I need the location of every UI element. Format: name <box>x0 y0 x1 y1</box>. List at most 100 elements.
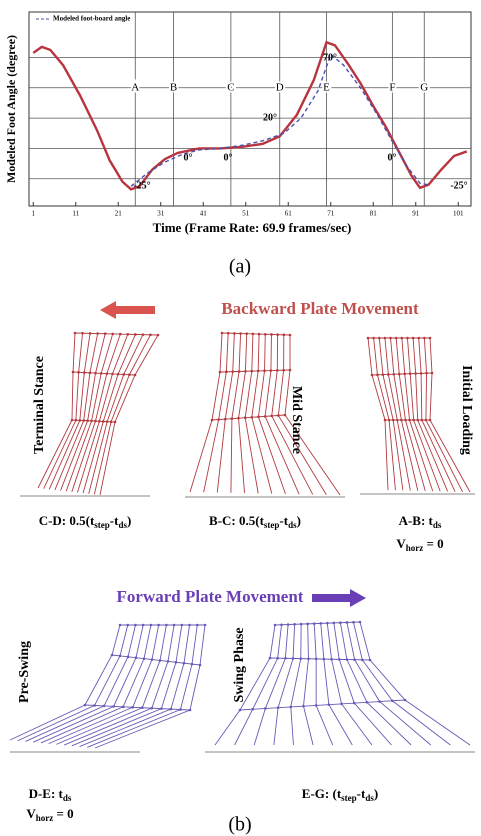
section-title: Backward Plate Movement <box>221 299 419 318</box>
segment-chain <box>245 334 258 493</box>
x-tick-label: 71 <box>327 210 335 218</box>
phase-name: Swing Phase <box>232 627 247 702</box>
segment-chain <box>385 338 410 491</box>
phase-name: Terminal Stance <box>32 356 47 454</box>
x-tick-label: 11 <box>72 210 79 218</box>
x-tick-label: 81 <box>370 210 378 218</box>
text-part: B-C: 0.5(t <box>209 513 265 528</box>
segment-chain <box>254 625 288 745</box>
annotation: 0° <box>388 152 397 163</box>
subscript: step <box>264 520 280 530</box>
segment-chain <box>190 333 222 492</box>
segment-chain <box>353 622 450 745</box>
text-part: = 0 <box>53 806 73 821</box>
event-label: A <box>131 82 139 94</box>
annotation: 0° <box>224 152 233 163</box>
text-part: E-G: (t <box>302 786 342 801</box>
phase-name: Pre-Swing <box>17 641 32 703</box>
text-part: ) <box>127 513 131 528</box>
subscript: ds <box>433 520 442 530</box>
segment-chain <box>368 338 388 490</box>
x-tick-label: 91 <box>412 210 420 218</box>
segment-chain <box>72 334 120 492</box>
phase-timing: C-D: 0.5(tstep-tds) <box>39 513 132 530</box>
phase-name: Initial Loading <box>459 365 474 455</box>
annotation: -25° <box>450 180 467 191</box>
arrow <box>312 589 366 607</box>
text-part: = 0 <box>423 536 443 551</box>
text-part: D-E: t <box>29 786 64 801</box>
segment-chain <box>72 625 182 746</box>
phase-timing: D-E: tds <box>29 786 72 803</box>
segment-chain <box>25 625 135 741</box>
segment-chain <box>94 335 150 495</box>
segment-chain <box>379 338 403 490</box>
link <box>75 333 158 335</box>
segment-chain <box>274 624 295 745</box>
segment-chain <box>252 334 272 494</box>
caption: (b) <box>228 814 251 836</box>
subscript: step <box>341 793 357 803</box>
segment-chain <box>49 625 159 744</box>
segment-chain <box>18 625 128 741</box>
annotation: 70° <box>323 52 337 63</box>
event-label: G <box>420 82 428 94</box>
x-tick-label: 41 <box>200 210 208 218</box>
subscript: ds <box>63 793 72 803</box>
phase-timing: Vhorz = 0 <box>26 806 73 823</box>
link <box>212 415 285 420</box>
event-label: B <box>170 82 177 94</box>
segment-chain <box>100 335 158 495</box>
link <box>222 333 290 335</box>
segment-chain <box>303 624 313 745</box>
text-part: ) <box>374 786 378 801</box>
subscript: horz <box>36 813 54 823</box>
caption: (a) <box>229 256 251 278</box>
text-part: C-D: 0.5(t <box>39 513 95 528</box>
x-axis-label: Time (Frame Rate: 69.9 frames/sec) <box>153 220 352 235</box>
segment-chain <box>419 338 455 492</box>
x-tick-label: 101 <box>453 210 464 218</box>
phase-name: Mid Stance <box>289 386 304 454</box>
plot-frame <box>29 12 471 206</box>
phase-timing: A-B: tds <box>399 513 442 530</box>
event-label: F <box>389 82 395 94</box>
segment-chain <box>64 625 174 745</box>
x-tick-label: 51 <box>242 210 250 218</box>
link <box>73 372 135 375</box>
x-tick-label: 61 <box>285 210 293 218</box>
annotation: -25° <box>133 180 150 191</box>
text-part: A-B: t <box>399 513 434 528</box>
link <box>220 370 290 372</box>
segment-chain <box>347 622 431 745</box>
phase-timing: Vhorz = 0 <box>396 536 443 553</box>
section-title: Forward Plate Movement <box>117 587 304 606</box>
segment-chain <box>291 624 301 745</box>
segment-chain <box>204 333 229 492</box>
event-label: D <box>276 82 284 94</box>
link <box>372 373 432 375</box>
text-part: ) <box>297 513 301 528</box>
arrow <box>100 301 155 319</box>
x-tick-label: 21 <box>115 210 123 218</box>
event-label: E <box>323 82 330 94</box>
subscript: step <box>94 520 110 530</box>
legend-label: Modeled foot-board angle <box>53 15 130 23</box>
annotation: 0° <box>184 152 193 163</box>
phase-timing: B-C: 0.5(tstep-tds) <box>209 513 301 530</box>
link <box>72 420 115 422</box>
figure: Modeled Foot Angle (degree) Time (Frame … <box>0 0 481 836</box>
segment-chain <box>360 622 470 745</box>
segment-chain <box>33 625 143 742</box>
y-axis-label: Modeled Foot Angle (degree) <box>4 35 18 183</box>
event-label: C <box>227 82 234 94</box>
link <box>240 700 405 710</box>
segment-chain <box>391 338 418 491</box>
phase-timing: E-G: (tstep-tds) <box>302 786 378 803</box>
x-tick-label: 31 <box>157 210 165 218</box>
segment-chain <box>83 334 135 493</box>
subscript: horz <box>406 543 424 553</box>
segment-chain <box>61 334 106 491</box>
annotation: 20° <box>263 112 277 123</box>
x-tick-label: 1 <box>32 210 36 218</box>
